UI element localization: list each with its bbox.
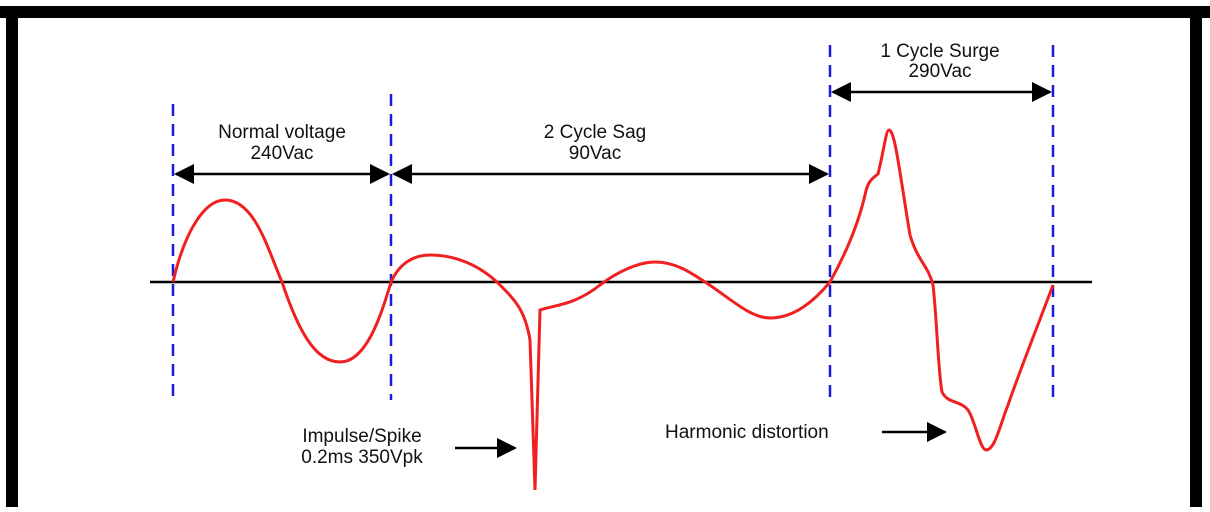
label: 1 Cycle Surge — [880, 41, 999, 62]
frame-left — [6, 6, 18, 507]
label: Impulse/Spike — [302, 426, 421, 447]
label: 0.2ms 350Vpk — [301, 447, 423, 468]
label: Harmonic distortion — [665, 422, 829, 443]
frame-right — [1190, 6, 1202, 507]
label: Normal voltage — [218, 122, 346, 143]
dividers — [171, 45, 1055, 400]
frame-top — [0, 6, 1210, 18]
label: 240Vac — [250, 143, 313, 164]
span-arrows — [174, 82, 1052, 458]
label: 2 Cycle Sag — [544, 122, 646, 143]
label: 290Vac — [908, 61, 971, 82]
label: 90Vac — [569, 143, 621, 164]
voltage-waveform — [171, 128, 1055, 491]
